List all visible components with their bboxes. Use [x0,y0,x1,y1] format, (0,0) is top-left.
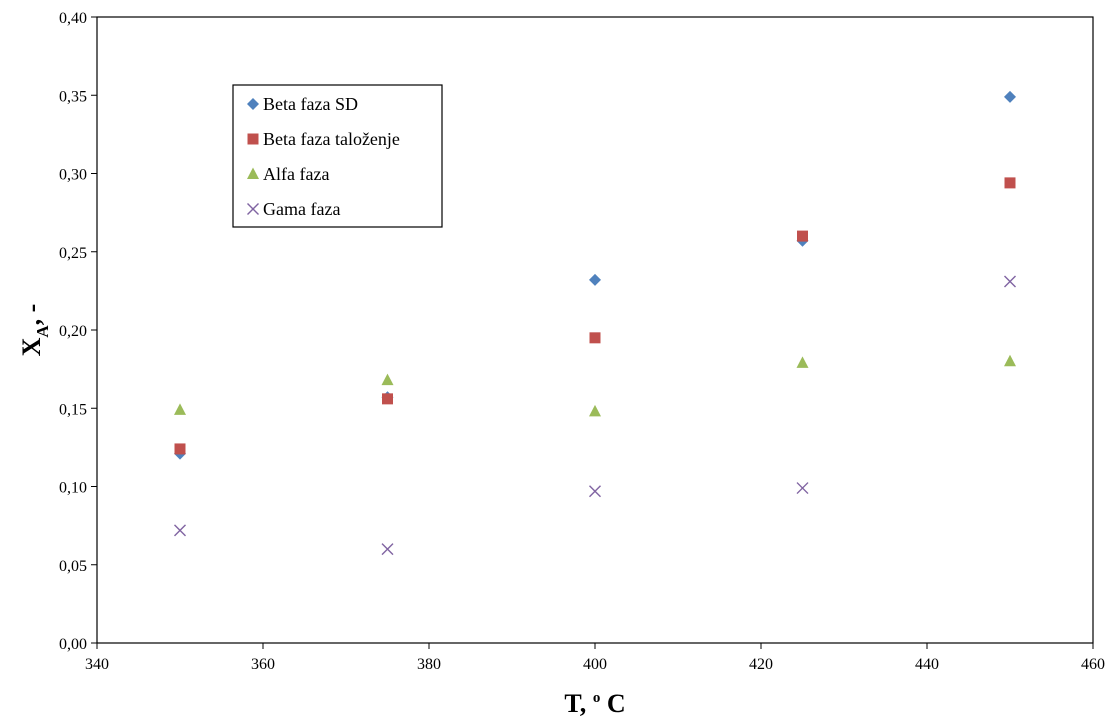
legend-markers [247,98,259,215]
series-1 [174,177,1016,455]
y-tick-label: 0,15 [59,401,87,418]
y-tick-label: 0,35 [59,88,87,105]
data-point [589,332,601,344]
data-point [589,485,601,498]
legend-label-gama: Gama faza [263,199,340,219]
data-point [796,482,809,495]
x-axis-title: T, o C [564,689,625,718]
data-point [589,404,601,417]
y-tick-label: 0,00 [59,636,87,653]
x-axis-title-unit: C [600,689,625,718]
x-axis-title-main: T, [564,689,592,718]
data-point [1004,90,1016,103]
legend-marker [247,98,259,110]
data-point [1004,177,1016,189]
x-tick-label: 400 [583,656,607,673]
x-tick-label: 380 [417,656,441,673]
legend-marker [247,133,259,145]
x-tick-label: 360 [251,656,275,673]
y-axis-title-sub: A [33,325,52,338]
data-point [381,543,394,556]
data-point [174,524,186,537]
x-axis-ticks: 340 360 380 400 420 440 460 [85,643,1105,673]
x-axis-title-sup: o [593,690,601,706]
legend-box [232,84,443,228]
data-point [589,273,601,286]
data-point [1004,275,1016,288]
legend-label-alfa: Alfa faza [263,164,329,184]
x-tick-label: 420 [749,656,773,673]
data-point [796,356,809,368]
legend-label-beta-talozenje: Beta faza taloženje [263,129,400,149]
data-point [1004,354,1016,367]
legend-marker [247,203,259,215]
data-point [381,373,394,386]
legend: Beta faza SD Beta faza taloženje Alfa fa… [232,84,443,228]
y-tick-label: 0,30 [59,167,87,184]
y-axis-title-unit: , - [17,304,46,326]
y-axis-title: XA, - [17,304,52,357]
y-tick-label: 0,20 [59,323,87,340]
y-tick-label: 0,40 [59,10,87,27]
series-3 [174,275,1016,556]
y-axis-title-main: X [17,337,46,356]
data-point [797,230,808,242]
x-tick-label: 440 [915,656,939,673]
data-point [174,403,186,415]
data-points [174,90,1016,556]
y-tick-label: 0,05 [59,558,87,575]
data-point [382,393,393,405]
series-2 [174,354,1016,417]
x-tick-label: 460 [1081,656,1105,673]
y-tick-label: 0,25 [59,245,87,262]
legend-marker [247,167,259,179]
legend-label-beta-sd: Beta faza SD [263,94,358,114]
data-point [174,443,186,455]
y-axis-ticks: 0,00 0,05 0,10 0,15 0,20 0,25 0,30 0,35 0,40 [59,10,97,653]
y-tick-label: 0,10 [59,480,87,497]
x-tick-label: 340 [85,656,109,673]
